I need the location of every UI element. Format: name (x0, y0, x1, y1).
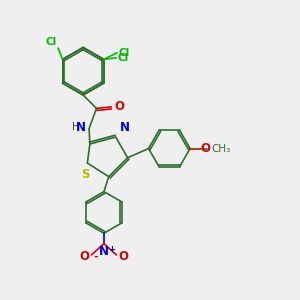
Text: O: O (114, 100, 124, 113)
Text: Cl: Cl (46, 37, 57, 47)
Text: N: N (99, 245, 109, 258)
Text: H: H (72, 122, 80, 132)
Text: O: O (119, 250, 129, 263)
Text: Cl: Cl (117, 53, 129, 63)
Text: O: O (79, 250, 89, 263)
Text: N: N (120, 121, 130, 134)
Text: O: O (200, 142, 210, 155)
Text: -: - (94, 252, 98, 262)
Text: S: S (82, 168, 90, 181)
Text: CH₃: CH₃ (212, 143, 231, 154)
Text: N: N (76, 121, 86, 134)
Text: +: + (108, 244, 115, 253)
Text: Cl: Cl (118, 48, 130, 58)
